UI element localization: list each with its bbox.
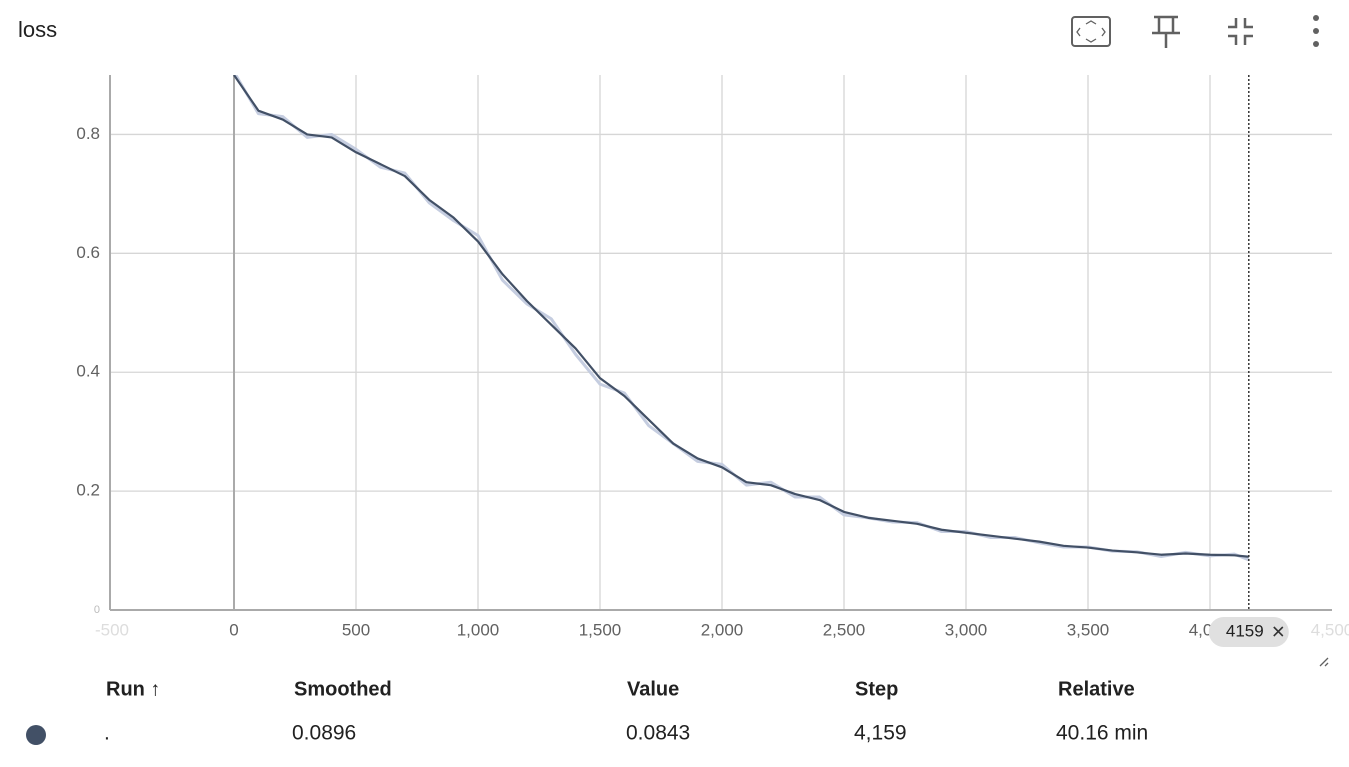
- y-tick-label: 0.6: [76, 243, 100, 262]
- step: 4,159: [854, 722, 907, 745]
- card-title: loss: [18, 17, 57, 42]
- x-tick-label: -500: [95, 620, 129, 639]
- resize-handle[interactable]: [1319, 657, 1329, 667]
- cursor-tag[interactable]: 4159: [1208, 617, 1289, 647]
- y-tick-label: 0: [94, 604, 100, 616]
- y-tick-label: 0.8: [76, 124, 100, 143]
- x-tick-label: 4,500: [1311, 620, 1349, 639]
- x-tick-label: 500: [342, 620, 370, 639]
- x-tick-label: 1,500: [579, 620, 622, 639]
- x-tick-label: 0: [229, 620, 238, 639]
- plot: 0 0.2 0.4 0.6 0.8 -500 0 500 1,000 1,500 2,000 2,50…: [76, 75, 1349, 647]
- series-group: [233, 75, 1250, 562]
- table-header[interactable]: Relative: [1058, 678, 1135, 700]
- menu-icon[interactable]: [1313, 15, 1319, 47]
- x-tick-label: 3,000: [945, 620, 988, 639]
- x-tick-label: 2,000: [701, 620, 744, 639]
- table-header[interactable]: Step: [855, 678, 898, 700]
- table-header[interactable]: Run ↑: [106, 678, 160, 700]
- fit-icon[interactable]: [1071, 16, 1111, 47]
- cursor-tag-label: 4159: [1226, 621, 1264, 640]
- close-icon: [1273, 626, 1284, 637]
- cursor-tag-bg: [1208, 617, 1289, 647]
- smoothed-line: [233, 75, 1249, 558]
- run-color: [26, 725, 46, 745]
- collapse-icon[interactable]: [1228, 18, 1253, 45]
- x-tick-label: 3,500: [1067, 620, 1110, 639]
- smoothed-value: 0.0896: [292, 722, 356, 745]
- table-header[interactable]: Smoothed: [294, 678, 392, 700]
- run-name: .: [104, 722, 110, 745]
- x-tick-label: 2,500: [823, 620, 866, 639]
- relative-time: 40.16 min: [1056, 722, 1148, 745]
- x-tick-label: 1,000: [457, 620, 500, 639]
- raw-line: [234, 75, 1250, 562]
- pin-icon[interactable]: [1152, 15, 1180, 48]
- raw-value: 0.0843: [626, 722, 690, 745]
- table-header[interactable]: Value: [627, 678, 679, 700]
- y-tick-label: 0.4: [76, 362, 100, 381]
- y-tick-label: 0.2: [76, 481, 100, 500]
